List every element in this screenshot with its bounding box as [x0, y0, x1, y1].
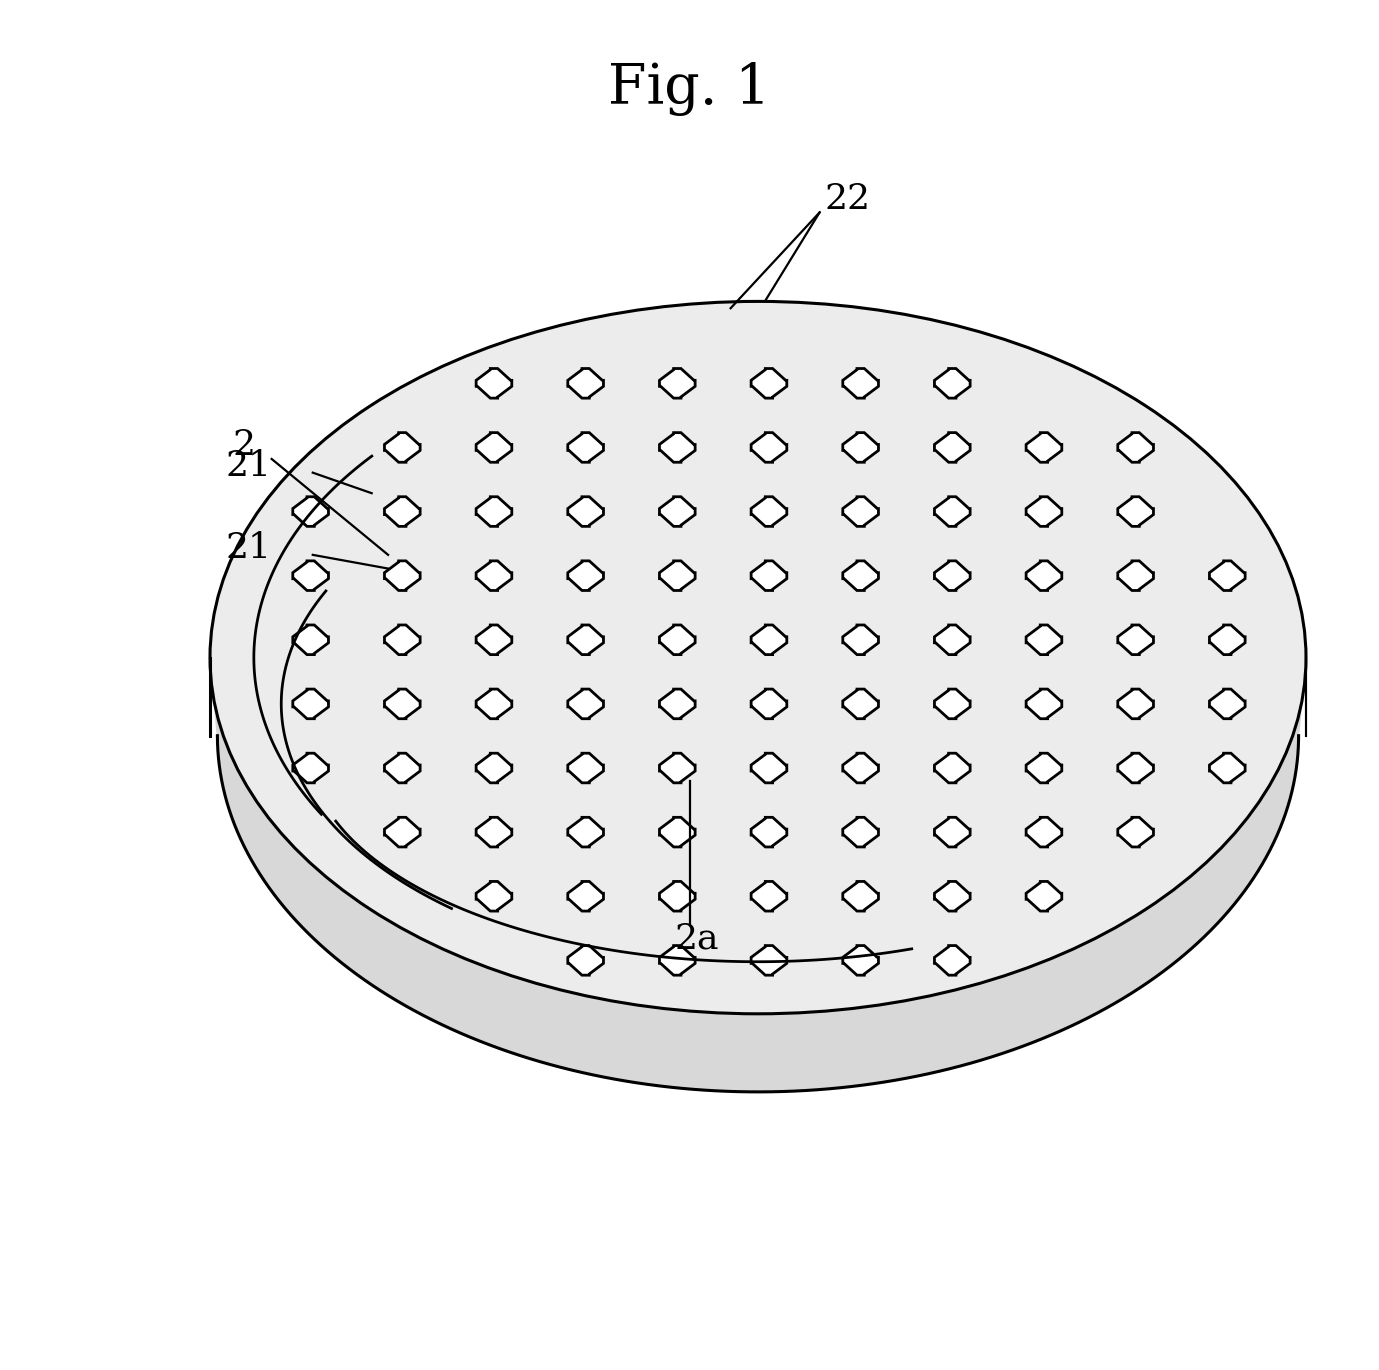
Polygon shape [568, 818, 604, 847]
Polygon shape [476, 818, 512, 847]
Polygon shape [568, 497, 604, 526]
Polygon shape [752, 560, 787, 590]
Polygon shape [292, 754, 328, 782]
Polygon shape [752, 497, 787, 526]
Polygon shape [1118, 497, 1153, 526]
Polygon shape [659, 754, 695, 782]
Polygon shape [843, 433, 878, 462]
Polygon shape [659, 881, 695, 911]
Polygon shape [1026, 881, 1062, 911]
Polygon shape [659, 433, 695, 462]
Polygon shape [1118, 560, 1153, 590]
Polygon shape [843, 369, 878, 399]
Polygon shape [568, 945, 604, 975]
Polygon shape [1026, 433, 1062, 462]
Polygon shape [752, 818, 787, 847]
Polygon shape [659, 945, 695, 975]
Ellipse shape [210, 301, 1306, 1014]
Polygon shape [1026, 818, 1062, 847]
Polygon shape [292, 689, 328, 719]
Polygon shape [476, 625, 512, 655]
Polygon shape [752, 689, 787, 719]
Polygon shape [385, 497, 421, 526]
Polygon shape [935, 560, 971, 590]
Polygon shape [843, 560, 878, 590]
Polygon shape [1026, 497, 1062, 526]
Polygon shape [1209, 754, 1245, 782]
Polygon shape [292, 560, 328, 590]
Polygon shape [935, 754, 971, 782]
Polygon shape [843, 625, 878, 655]
Polygon shape [568, 881, 604, 911]
Polygon shape [843, 754, 878, 782]
Polygon shape [476, 497, 512, 526]
Polygon shape [1118, 754, 1153, 782]
Polygon shape [752, 754, 787, 782]
Polygon shape [568, 754, 604, 782]
Polygon shape [1118, 433, 1153, 462]
Polygon shape [752, 433, 787, 462]
Text: 2: 2 [233, 429, 255, 462]
Polygon shape [292, 625, 328, 655]
Polygon shape [568, 433, 604, 462]
Polygon shape [476, 433, 512, 462]
Polygon shape [1118, 689, 1153, 719]
Polygon shape [385, 818, 421, 847]
Polygon shape [843, 497, 878, 526]
Text: 21: 21 [226, 532, 272, 564]
Polygon shape [659, 497, 695, 526]
Polygon shape [1209, 625, 1245, 655]
Polygon shape [476, 369, 512, 399]
Polygon shape [843, 945, 878, 975]
Polygon shape [659, 560, 695, 590]
Polygon shape [1118, 818, 1153, 847]
Polygon shape [752, 881, 787, 911]
Polygon shape [568, 560, 604, 590]
Polygon shape [659, 818, 695, 847]
Polygon shape [843, 689, 878, 719]
Polygon shape [1118, 625, 1153, 655]
Polygon shape [1026, 754, 1062, 782]
Polygon shape [659, 689, 695, 719]
Polygon shape [935, 433, 971, 462]
Polygon shape [935, 369, 971, 399]
Text: 2a: 2a [674, 922, 718, 955]
Polygon shape [843, 818, 878, 847]
Polygon shape [752, 625, 787, 655]
Polygon shape [568, 369, 604, 399]
Polygon shape [385, 433, 421, 462]
Polygon shape [385, 560, 421, 590]
Polygon shape [935, 497, 971, 526]
Polygon shape [476, 881, 512, 911]
Polygon shape [935, 625, 971, 655]
Polygon shape [935, 689, 971, 719]
Text: Fig. 1: Fig. 1 [608, 62, 771, 116]
Polygon shape [210, 658, 1306, 1092]
Polygon shape [568, 625, 604, 655]
Polygon shape [935, 945, 971, 975]
Polygon shape [1209, 689, 1245, 719]
Polygon shape [935, 818, 971, 847]
Polygon shape [1026, 625, 1062, 655]
Polygon shape [568, 689, 604, 719]
Polygon shape [935, 881, 971, 911]
Polygon shape [476, 689, 512, 719]
Polygon shape [292, 497, 328, 526]
Polygon shape [843, 881, 878, 911]
Polygon shape [1026, 689, 1062, 719]
Text: 21: 21 [226, 449, 272, 482]
Polygon shape [752, 369, 787, 399]
Polygon shape [1026, 560, 1062, 590]
Polygon shape [476, 560, 512, 590]
Polygon shape [385, 754, 421, 782]
Text: 22: 22 [825, 182, 870, 215]
Polygon shape [385, 689, 421, 719]
Polygon shape [1209, 560, 1245, 590]
Polygon shape [385, 625, 421, 655]
Polygon shape [659, 625, 695, 655]
Polygon shape [752, 945, 787, 975]
Polygon shape [659, 369, 695, 399]
Polygon shape [476, 754, 512, 782]
